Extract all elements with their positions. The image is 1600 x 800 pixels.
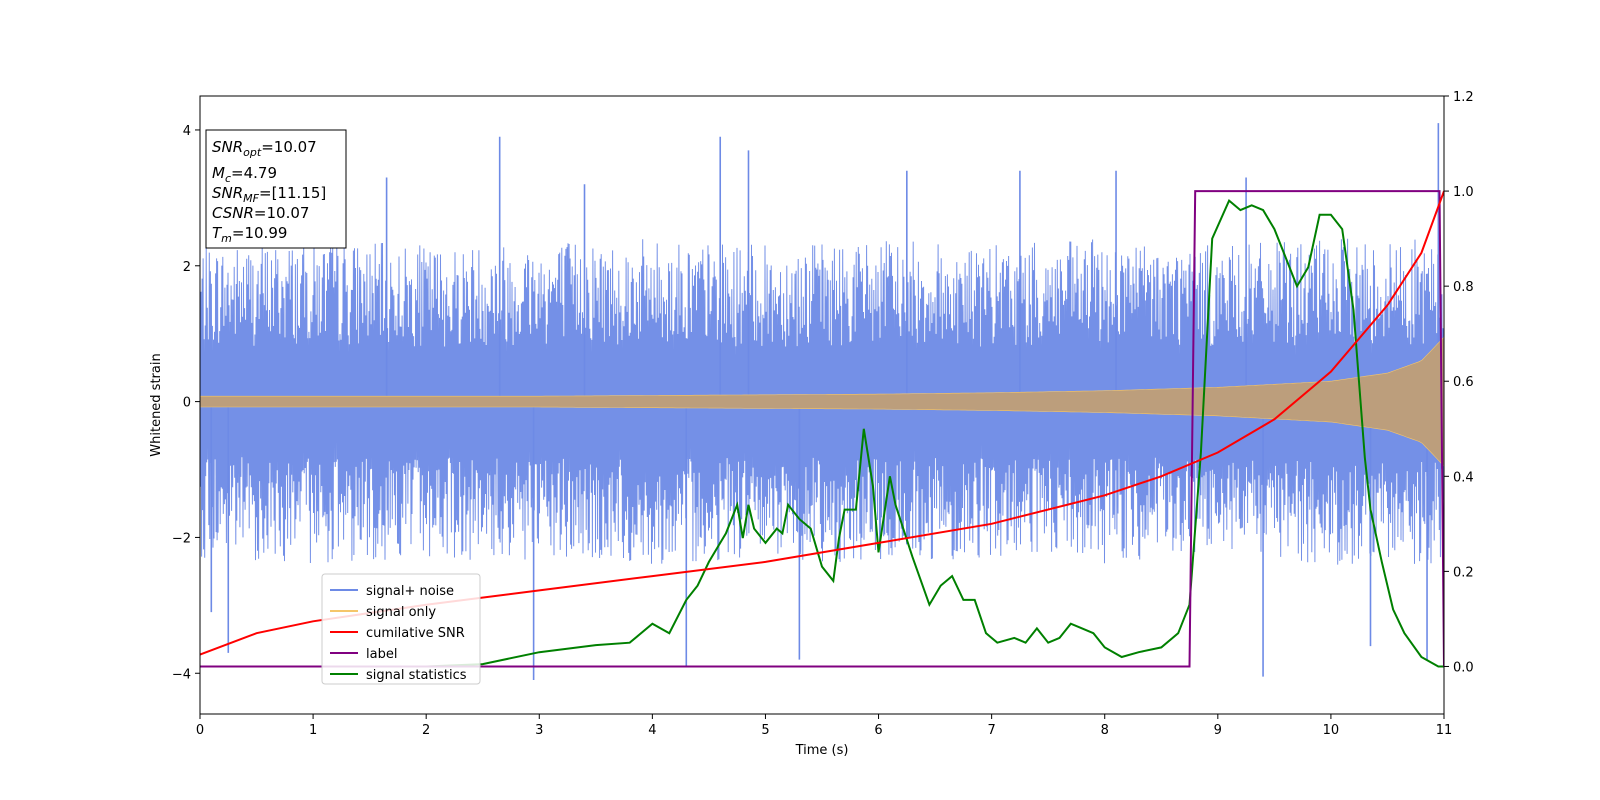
y-right-tick-label: 0.4 <box>1453 470 1474 485</box>
legend-label: signal statistics <box>366 668 467 683</box>
stats-box-frame <box>205 129 347 249</box>
y-left-tick-label: −4 <box>172 667 191 682</box>
y-left-tick-label: −2 <box>172 531 191 546</box>
x-tick-label: 5 <box>761 723 769 738</box>
legend-label: label <box>366 647 397 662</box>
x-tick-label: 0 <box>196 723 204 738</box>
x-axis-label: Time (s) <box>795 743 849 758</box>
y-left-tick-label: 2 <box>183 260 191 275</box>
y-right-tick-label: 1.2 <box>1453 90 1474 105</box>
x-tick-label: 3 <box>535 723 543 738</box>
y-axis-label: Whitened strain <box>149 353 164 456</box>
x-tick-label: 9 <box>1214 723 1222 738</box>
x-tick-label: 6 <box>874 723 882 738</box>
legend-label: cumilative SNR <box>366 626 465 641</box>
x-tick-label: 4 <box>648 723 656 738</box>
series-signal-statistics-line <box>200 198 1444 668</box>
stats-mc: Mc=4.79 <box>212 164 277 185</box>
stats-tm: Tm=10.99 <box>212 224 287 245</box>
ticks-layer: 0 1 2 3 4 5 6 7 8 9 10 11 −4 −2 0 2 4 0.0 0.2 0.4 0.6 0.8 1.0 1… <box>172 90 1474 738</box>
series-signal-noise-trace <box>200 238 1444 565</box>
legend-label: signal only <box>366 605 436 620</box>
y-right-tick-label: 0.6 <box>1453 375 1474 390</box>
series-label-line <box>200 190 1444 668</box>
legend-label: signal+ noise <box>366 584 454 599</box>
y-right-tick-label: 0.8 <box>1453 280 1474 295</box>
y-right-tick-label: 0.2 <box>1453 565 1474 580</box>
series-signal-only-band <box>200 336 1444 467</box>
stats-csnr: CSNR=10.07 <box>212 204 309 222</box>
x-tick-label: 2 <box>422 723 430 738</box>
legend-items: signal+ noise signal only cumilative SNR la… <box>330 584 467 683</box>
stats-snr-mf: SNRMF=[11.15] <box>212 184 326 205</box>
x-tick-label: 8 <box>1101 723 1109 738</box>
y-right-tick-label: 0.0 <box>1453 660 1474 675</box>
x-tick-label: 1 <box>309 723 317 738</box>
x-tick-label: 7 <box>987 723 995 738</box>
legend-frame <box>321 573 481 685</box>
plot-frame <box>199 95 1445 715</box>
series-layer <box>200 123 1444 681</box>
y-left-tick-label: 0 <box>183 396 191 411</box>
y-left-tick-label: 4 <box>183 124 191 139</box>
x-tick-label: 10 <box>1323 723 1340 738</box>
stats-box: SNRopt=10.07 Mc=4.79 SNRMF=[11.15] CSNR=… <box>205 129 347 249</box>
legend: signal+ noise signal only cumilative SNR la… <box>321 573 481 685</box>
stats-snr-opt: SNRopt=10.07 <box>212 138 317 159</box>
x-tick-label: 11 <box>1436 723 1453 738</box>
y-right-tick-label: 1.0 <box>1453 185 1474 200</box>
